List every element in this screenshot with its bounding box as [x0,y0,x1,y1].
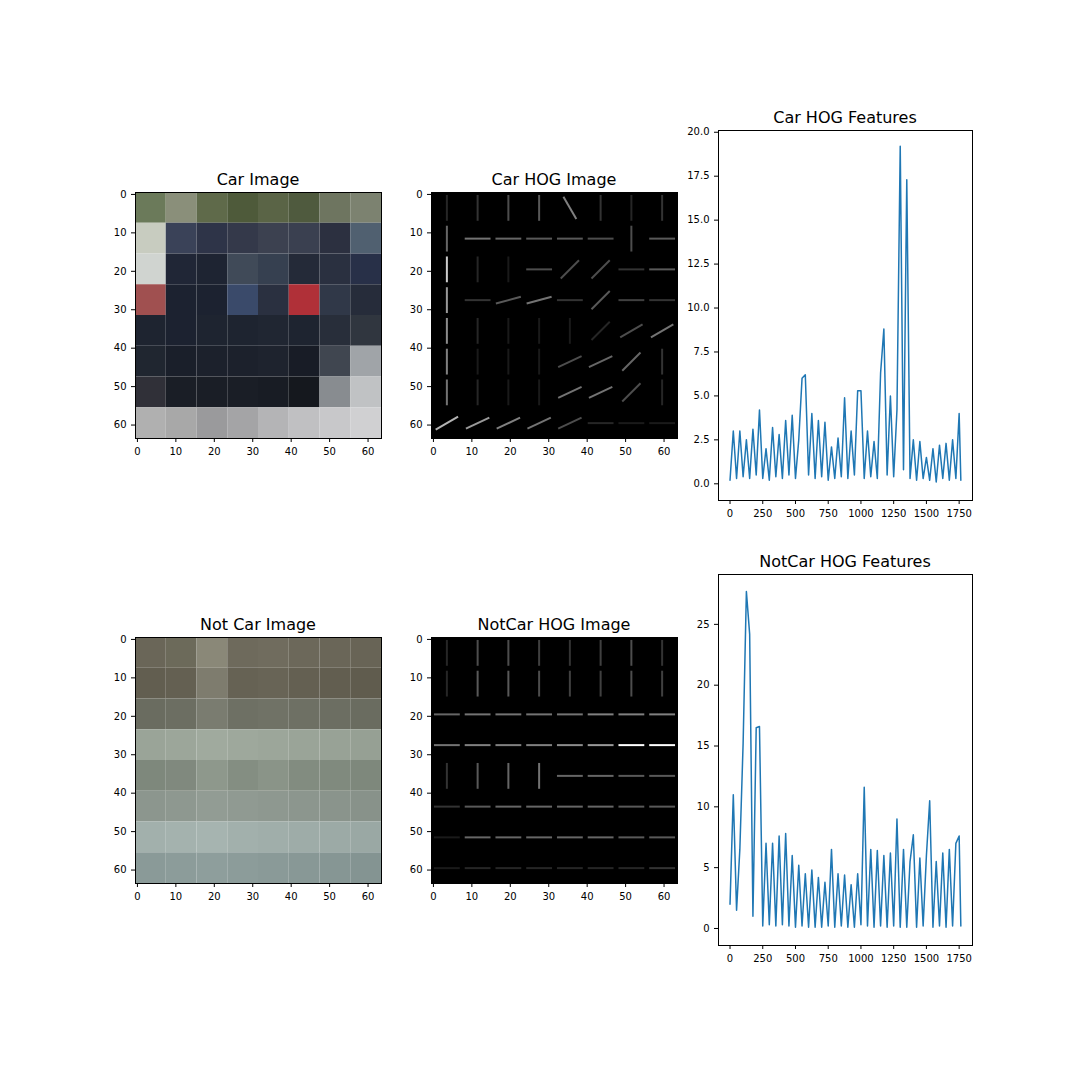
svg-text:30: 30 [246,446,259,457]
svg-text:10: 10 [465,446,478,457]
svg-text:10: 10 [114,227,127,238]
svg-text:20.0: 20.0 [687,126,709,137]
svg-text:20: 20 [504,446,517,457]
svg-text:7.5: 7.5 [694,346,710,357]
svg-text:750: 750 [819,508,838,519]
svg-text:250: 250 [753,953,772,964]
svg-text:750: 750 [819,953,838,964]
svg-text:0: 0 [120,634,126,645]
html-text:Car Image: Car Image [216,170,300,189]
html-text:NotCar HOG Features: NotCar HOG Features [759,552,931,571]
svg-text:40: 40 [410,787,423,798]
svg-text:20: 20 [697,679,710,690]
svg-text:20: 20 [410,710,423,721]
svg-text:250: 250 [753,508,772,519]
svg-text:1250: 1250 [881,508,906,519]
svg-text:10: 10 [465,891,478,902]
svg-text:25: 25 [697,619,710,630]
svg-text:5: 5 [703,862,709,873]
svg-text:17.5: 17.5 [687,170,709,181]
svg-text:30: 30 [246,891,259,902]
svg-text:10: 10 [169,891,182,902]
html-text:NotCar HOG Image: NotCar HOG Image [477,615,631,634]
svg-text:30: 30 [542,446,555,457]
svg-text:1000: 1000 [848,508,873,519]
svg-text:60: 60 [658,891,671,902]
svg-text:20: 20 [114,265,127,276]
svg-text:30: 30 [114,304,127,315]
svg-text:50: 50 [114,826,127,837]
svg-text:40: 40 [114,342,127,353]
svg-text:60: 60 [410,419,423,430]
svg-text:60: 60 [114,864,127,875]
svg-text:50: 50 [114,381,127,392]
svg-text:15: 15 [697,740,710,751]
svg-text:30: 30 [410,304,423,315]
svg-text:40: 40 [581,891,594,902]
svg-text:50: 50 [410,381,423,392]
svg-text:15.0: 15.0 [687,214,709,225]
html-text:Car HOG Image: Car HOG Image [491,170,617,189]
svg-text:500: 500 [786,953,805,964]
svg-text:12.5: 12.5 [687,258,709,269]
svg-text:10: 10 [697,801,710,812]
svg-text:50: 50 [323,891,336,902]
svg-text:0: 0 [416,189,422,200]
svg-text:1500: 1500 [914,953,939,964]
svg-text:60: 60 [114,419,127,430]
svg-text:0: 0 [120,189,126,200]
svg-text:40: 40 [114,787,127,798]
svg-text:30: 30 [542,891,555,902]
svg-text:20: 20 [410,265,423,276]
svg-text:30: 30 [114,749,127,760]
svg-text:0: 0 [134,891,140,902]
svg-text:1000: 1000 [848,953,873,964]
svg-text:2.5: 2.5 [694,434,710,445]
svg-text:50: 50 [323,446,336,457]
svg-text:0: 0 [416,634,422,645]
svg-text:20: 20 [208,446,221,457]
svg-text:50: 50 [410,826,423,837]
svg-text:0: 0 [703,923,709,934]
svg-text:40: 40 [285,446,298,457]
svg-text:0: 0 [430,891,436,902]
svg-text:1750: 1750 [946,508,971,519]
svg-text:60: 60 [410,864,423,875]
svg-text:10: 10 [114,672,127,683]
svg-text:30: 30 [410,749,423,760]
svg-text:1500: 1500 [914,508,939,519]
svg-text:1750: 1750 [946,953,971,964]
html-text:Not Car Image: Not Car Image [200,615,316,634]
svg-text:10: 10 [410,227,423,238]
svg-text:0: 0 [430,446,436,457]
svg-text:50: 50 [619,891,632,902]
svg-text:0: 0 [727,953,733,964]
svg-text:10.0: 10.0 [687,302,709,313]
svg-text:20: 20 [208,891,221,902]
svg-text:10: 10 [410,672,423,683]
svg-text:20: 20 [504,891,517,902]
svg-text:5.0: 5.0 [694,390,710,401]
svg-text:40: 40 [410,342,423,353]
svg-text:60: 60 [362,446,375,457]
svg-text:60: 60 [658,446,671,457]
svg-text:0: 0 [134,446,140,457]
html-text:Car HOG Features: Car HOG Features [773,108,917,127]
svg-text:10: 10 [169,446,182,457]
svg-text:1250: 1250 [881,953,906,964]
svg-text:20: 20 [114,710,127,721]
svg-text:50: 50 [619,446,632,457]
svg-text:40: 40 [581,446,594,457]
svg-text:500: 500 [786,508,805,519]
svg-text:0.0: 0.0 [694,478,710,489]
svg-text:60: 60 [362,891,375,902]
svg-text:0: 0 [727,508,733,519]
svg-text:40: 40 [285,891,298,902]
